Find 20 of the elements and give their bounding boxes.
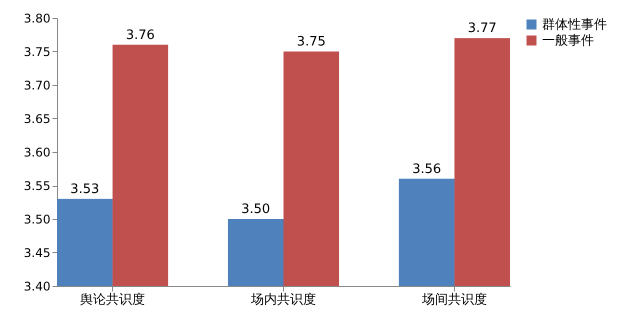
x-tick-label: 舆论共识度 bbox=[80, 292, 146, 308]
y-tick-label: 3.80 bbox=[24, 12, 50, 26]
data-label: 3.75 bbox=[296, 34, 326, 50]
y-tick-label: 3.55 bbox=[24, 179, 50, 193]
data-label: 3.76 bbox=[126, 28, 155, 43]
y-tick-label: 3.60 bbox=[24, 146, 50, 160]
y-tick-label: 3.40 bbox=[24, 280, 50, 294]
legend-label: 一般事件 bbox=[542, 34, 594, 48]
data-label: 3.53 bbox=[70, 182, 100, 197]
data-label: 3.50 bbox=[241, 202, 270, 217]
y-tick-label: 3.70 bbox=[24, 78, 50, 92]
y-tick-label: 3.50 bbox=[24, 212, 50, 226]
legend-label: 群体性事件 bbox=[542, 18, 607, 32]
y-tick-label: 3.65 bbox=[24, 112, 50, 126]
x-tick-label: 场内共识度 bbox=[250, 292, 316, 308]
y-tick-label: 3.45 bbox=[24, 246, 50, 260]
data-label: 3.77 bbox=[468, 21, 497, 36]
x-tick-label: 场间共识度 bbox=[420, 292, 487, 308]
data-label: 3.56 bbox=[412, 162, 442, 177]
y-tick-label: 3.75 bbox=[24, 45, 50, 59]
